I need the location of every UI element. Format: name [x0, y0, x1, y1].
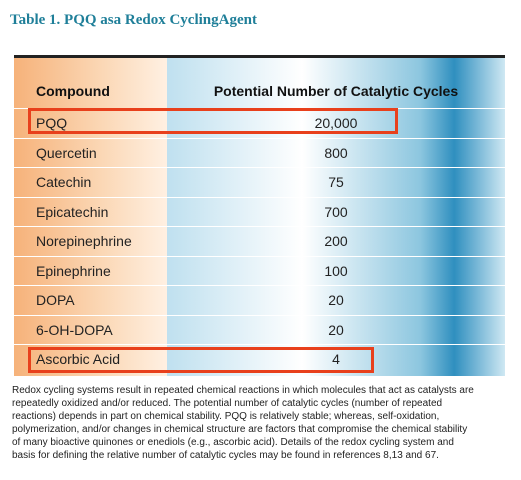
- table-title: Table 1. PQQ asa Redox CyclingAgent: [10, 12, 257, 28]
- table-cell: Ascorbic Acid: [36, 351, 121, 367]
- table-cell: 20,000: [314, 115, 358, 131]
- table-cell: 75: [328, 174, 344, 190]
- caption-line: polymerization, and/or changes in chemic…: [12, 424, 468, 435]
- caption-line: basis for defining the relative number o…: [12, 450, 439, 461]
- table-cell: 20: [328, 321, 344, 338]
- caption-line: reactions) depends in part on chemical s…: [12, 411, 440, 422]
- table-cell: 200: [324, 233, 348, 249]
- column-header: Compound: [36, 83, 110, 99]
- table-row: DOPA 20: [14, 285, 505, 315]
- table-cell: Catechin: [36, 174, 92, 190]
- column-background: [14, 58, 167, 376]
- table-row: 6-OH-DOPA 20: [14, 314, 505, 345]
- highlight-box: [28, 347, 374, 373]
- table-cell: PQQ: [36, 115, 68, 131]
- highlight-box: [28, 108, 398, 134]
- table-cell: 100: [324, 262, 348, 279]
- table-cell: Norepinephrine: [36, 233, 132, 249]
- table-row: Ascorbic Acid 4: [14, 344, 505, 374]
- caption-line: repeatedly oxidized and/or reduced. The …: [12, 398, 443, 409]
- table-row: Epicatechin 700: [14, 196, 505, 227]
- column-background: [167, 58, 505, 376]
- table-cell: 4: [332, 351, 340, 367]
- table: Compound Potential Number of Catalytic C…: [14, 55, 505, 376]
- caption-line: of many bioactive quinones or enediols (…: [12, 437, 454, 448]
- table-cell: 800: [324, 144, 348, 161]
- table-cell: Epinephrine: [36, 262, 111, 279]
- table-row: Norepinephrine 200: [14, 226, 505, 256]
- table-row: Catechin 75: [14, 167, 505, 197]
- caption: Redox cycling systems result in repeated…: [12, 384, 512, 462]
- table-cell: 20: [328, 292, 344, 308]
- table-cell: DOPA: [36, 292, 75, 308]
- table-row: Epinephrine 100: [14, 255, 505, 286]
- table-cell: Quercetin: [36, 144, 97, 161]
- column-header: Potential Number of Catalytic Cycles: [213, 83, 459, 99]
- table-row: Quercetin 800: [14, 137, 505, 168]
- table-cell: Epicatechin: [36, 203, 109, 220]
- caption-line: Redox cycling systems result in repeated…: [12, 385, 474, 396]
- table-cell: 700: [324, 203, 348, 220]
- table-cell: 6-OH-DOPA: [36, 321, 113, 338]
